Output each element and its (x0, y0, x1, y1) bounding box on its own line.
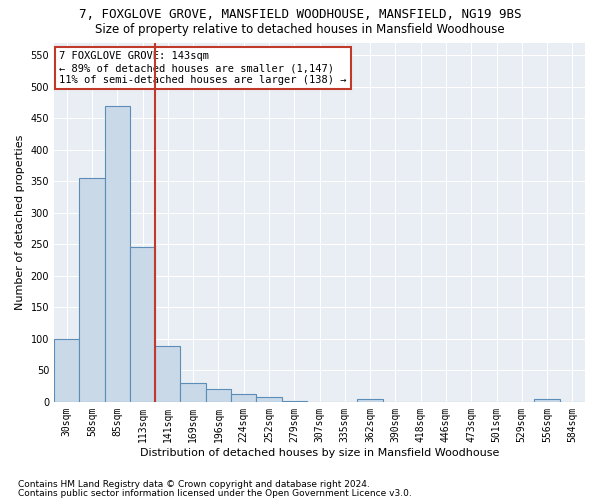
X-axis label: Distribution of detached houses by size in Mansfield Woodhouse: Distribution of detached houses by size … (140, 448, 499, 458)
Text: Size of property relative to detached houses in Mansfield Woodhouse: Size of property relative to detached ho… (95, 22, 505, 36)
Bar (206, 389, 231, 402)
Text: Contains HM Land Registry data © Crown copyright and database right 2024.: Contains HM Land Registry data © Crown c… (18, 480, 370, 489)
Bar (155, 346, 181, 402)
Bar (358, 398, 383, 402)
Text: 7 FOXGLOVE GROVE: 143sqm
← 89% of detached houses are smaller (1,147)
11% of sem: 7 FOXGLOVE GROVE: 143sqm ← 89% of detach… (59, 52, 347, 84)
Y-axis label: Number of detached properties: Number of detached properties (15, 134, 25, 310)
Bar (181, 383, 206, 402)
Text: Contains public sector information licensed under the Open Government Licence v3: Contains public sector information licen… (18, 488, 412, 498)
Bar (79, 178, 104, 402)
Bar (104, 106, 130, 402)
Bar (231, 394, 256, 402)
Text: 7, FOXGLOVE GROVE, MANSFIELD WOODHOUSE, MANSFIELD, NG19 9BS: 7, FOXGLOVE GROVE, MANSFIELD WOODHOUSE, … (79, 8, 521, 20)
Bar (130, 248, 155, 402)
Bar (535, 398, 560, 402)
Bar (54, 339, 79, 402)
Bar (281, 400, 307, 402)
Bar (256, 397, 281, 402)
